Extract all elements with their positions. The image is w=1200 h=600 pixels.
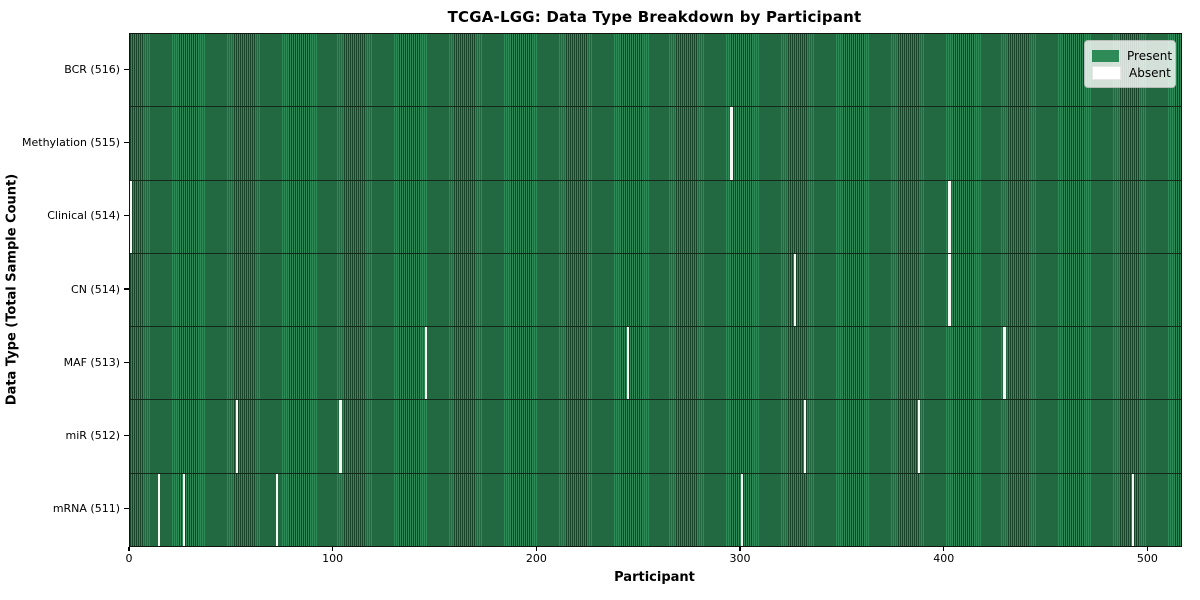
x-tick-label: 100 <box>322 552 344 565</box>
absent-mark <box>917 400 921 473</box>
x-tick-label: 0 <box>125 552 133 565</box>
absent-mark <box>235 400 238 473</box>
legend-present-swatch <box>1092 49 1119 62</box>
y-tick-mark <box>124 215 129 217</box>
y-tick-mark <box>124 288 129 290</box>
heatmap-row-Clinical <box>130 180 1181 254</box>
y-tick-mark <box>124 142 129 144</box>
absent-mark <box>182 473 185 546</box>
absent-mark <box>793 253 796 327</box>
legend-absent-label: Absent <box>1129 65 1171 80</box>
absent-mark <box>948 253 951 327</box>
heatmap-row-Methylation <box>130 107 1181 181</box>
plot-area: Present Absent <box>129 33 1182 547</box>
y-tick-label: mRNA (511) <box>52 501 120 515</box>
heatmap-row-MAF <box>130 327 1181 401</box>
x-tick-mark <box>943 546 945 551</box>
legend-present-label: Present <box>1127 48 1173 63</box>
absent-mark <box>130 180 133 253</box>
x-tick-mark <box>332 546 334 551</box>
y-tick-mark <box>124 68 129 71</box>
y-tick-label: Methylation (515) <box>22 136 120 150</box>
y-tick-label: MAF (513) <box>63 355 120 369</box>
absent-mark <box>740 473 743 546</box>
x-axis-label: Participant <box>614 570 695 585</box>
x-tick-label: 400 <box>933 552 955 565</box>
x-tick-mark <box>535 546 537 551</box>
absent-mark <box>339 400 342 473</box>
absent-mark <box>730 107 733 180</box>
y-tick-label: miR (512) <box>65 428 121 442</box>
absent-mark <box>424 327 428 400</box>
x-tick-mark <box>128 546 130 551</box>
y-tick-mark <box>124 361 129 363</box>
y-tick-mark <box>124 507 129 510</box>
x-tick-label: 300 <box>729 552 751 565</box>
absent-mark <box>948 180 951 253</box>
legend: Present Absent <box>1084 40 1176 88</box>
x-tick-mark <box>739 546 741 551</box>
y-tick-label: CN (514) <box>71 282 120 296</box>
legend-absent-swatch <box>1092 65 1121 80</box>
y-tick-label: Clinical (514) <box>47 209 120 223</box>
absent-mark <box>803 400 806 473</box>
heatmap-row-CN <box>130 253 1181 328</box>
absent-mark <box>158 473 161 546</box>
chart-title: TCGA-LGG: Data Type Breakdown by Partici… <box>447 8 862 26</box>
absent-mark <box>1003 327 1006 400</box>
absent-mark <box>1131 473 1134 546</box>
legend-item-absent: Absent <box>1092 64 1171 81</box>
heatmap-row-mRNA <box>130 473 1181 546</box>
absent-mark <box>276 473 279 546</box>
x-tick-label: 200 <box>525 552 547 565</box>
heatmap-row-miR <box>130 400 1181 474</box>
heatmap-rows <box>130 34 1181 546</box>
x-tick-mark <box>1146 546 1148 551</box>
absent-mark <box>626 327 629 400</box>
y-tick-mark <box>124 434 129 436</box>
x-tick-label: 500 <box>1136 552 1158 565</box>
y-tick-label: BCR (516) <box>64 63 120 77</box>
legend-item-present: Present <box>1092 47 1172 64</box>
heatmap-row-BCR <box>130 34 1181 108</box>
